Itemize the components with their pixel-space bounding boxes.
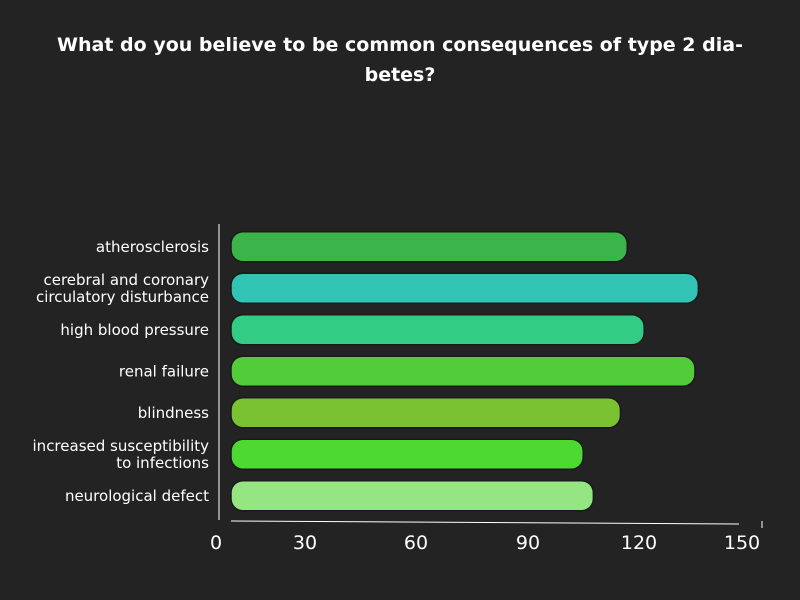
category-label-1-0: cerebral and coronary [43, 271, 209, 289]
x-axis-line [230, 520, 740, 525]
bar-5 [230, 438, 584, 470]
bar-2 [230, 314, 645, 346]
x-tick-label-0: 0 [210, 532, 222, 554]
x-tick-label-2: 60 [404, 532, 428, 554]
category-label-5-0: increased susceptibility [33, 437, 210, 455]
bar-0 [230, 231, 628, 263]
bar-4 [230, 397, 622, 429]
bar-1 [230, 272, 700, 304]
category-label-4-0: blindness [138, 404, 209, 422]
chart-title-line-1: What do you believe to be common consequ… [57, 34, 743, 56]
category-label-1-1: circulatory disturbance [36, 288, 209, 306]
bar-6 [230, 480, 595, 512]
x-tick-label-5: 150 [724, 532, 760, 554]
category-label-0-0: atherosclerosis [96, 238, 209, 256]
category-label-6-0: neurological defect [65, 487, 209, 505]
bar-3 [230, 355, 696, 387]
x-tick-label-4: 120 [621, 532, 657, 554]
chart-title-line-2: betes? [364, 64, 436, 86]
x-tick-label-3: 90 [516, 532, 540, 554]
category-label-2-0: high blood pressure [60, 321, 209, 339]
x-tick-label-1: 30 [293, 532, 317, 554]
category-label-5-1: to infections [116, 454, 209, 472]
category-label-3-0: renal failure [119, 362, 209, 380]
chart-title: What do you believe to be common consequ… [40, 30, 760, 90]
